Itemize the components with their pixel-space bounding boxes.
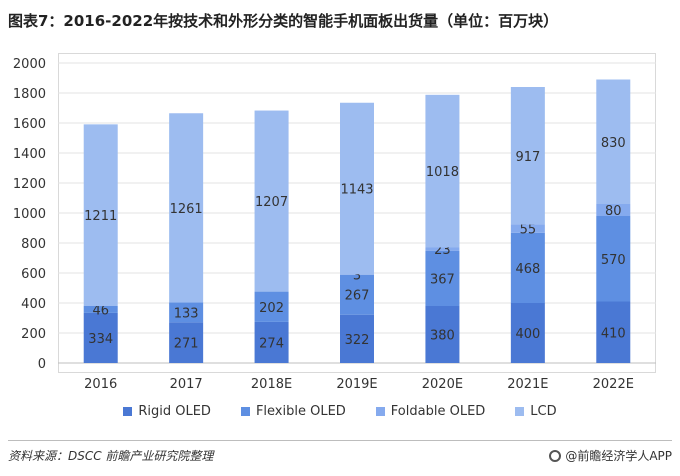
bar-segment (510, 303, 545, 363)
y-tick-label: 1400 (13, 147, 46, 162)
bar-segment (596, 301, 631, 363)
data-label: 468 (515, 262, 540, 277)
x-tick-label: 2022E (593, 377, 634, 392)
x-tick-label: 2016 (84, 377, 117, 392)
bar-segment (340, 102, 374, 275)
bar-segment (596, 204, 631, 216)
data-label: 410 (601, 326, 626, 341)
data-label: 46 (92, 303, 109, 318)
data-label: 1261 (170, 202, 203, 217)
legend: Rigid OLED Flexible OLED Foldable OLED LCD (0, 404, 680, 419)
x-tick-label: 2017 (170, 377, 203, 392)
data-label: 334 (88, 332, 113, 347)
brand-label: @前瞻经济学人APP (549, 447, 672, 464)
data-label: 202 (259, 301, 284, 316)
data-label: 267 (345, 289, 370, 304)
bar-segment (340, 274, 374, 315)
bar-segment (83, 312, 118, 363)
legend-label: LCD (530, 404, 557, 419)
data-label: 80 (605, 204, 622, 219)
legend-item: Flexible OLED (240, 404, 346, 419)
bar-segment (510, 224, 545, 233)
y-tick-label: 1000 (13, 207, 46, 222)
bar-segment (83, 306, 118, 313)
source-note: 资料来源：DSCC 前瞻产业研究院整理 (8, 449, 214, 463)
legend-swatch (375, 407, 385, 416)
data-label: 830 (601, 136, 626, 151)
data-label: 1211 (84, 209, 117, 224)
bar-segment (340, 314, 374, 363)
legend-swatch (515, 407, 525, 416)
data-label: 271 (174, 337, 199, 352)
data-label: 367 (430, 272, 455, 287)
bar-segment (254, 321, 289, 363)
bar-segment (510, 232, 545, 303)
bar-segment (83, 124, 118, 306)
data-label: 1207 (255, 195, 288, 210)
bar-segment (510, 87, 545, 225)
legend-item: LCD (515, 404, 557, 419)
y-tick-label: 0 (38, 357, 46, 372)
data-label: 322 (345, 333, 370, 348)
x-tick-label: 2021E (507, 377, 548, 392)
chart-title: 图表7：2016-2022年按技术和外形分类的智能手机面板出货量（单位：百万块） (8, 12, 559, 30)
chart-svg: 0 200 400 600 800 1000 1200 1400 1600 1800 2000 334… (13, 57, 656, 392)
bar-segment (254, 291, 289, 322)
data-label: 274 (259, 336, 284, 351)
bar-segment (596, 79, 631, 204)
brand-text: @前瞻经济学人APP (565, 449, 672, 463)
data-label: 133 (174, 306, 199, 321)
bar-segment (425, 250, 460, 306)
data-label: 3 (353, 268, 361, 283)
bar-segment (169, 302, 204, 323)
bar-segment (425, 306, 460, 363)
data-label: 400 (515, 327, 540, 342)
legend-label: Rigid OLED (138, 404, 211, 419)
bar-segment (596, 216, 631, 302)
y-tick-label: 400 (21, 297, 46, 312)
data-label: 1018 (426, 165, 459, 180)
data-label: 55 (520, 223, 537, 238)
legend-label: Foldable OLED (390, 404, 486, 419)
bar-segment (254, 110, 289, 292)
bar-segment (169, 113, 204, 303)
legend-label: Flexible OLED (255, 404, 346, 419)
data-label: 380 (430, 329, 455, 344)
data-label: 570 (601, 253, 626, 268)
legend-swatch (123, 407, 133, 416)
bar-segment (169, 322, 204, 363)
bar-segment (425, 247, 460, 251)
legend-swatch (240, 407, 250, 416)
source-divider (8, 440, 672, 441)
y-tick-label: 200 (21, 327, 46, 342)
data-label: 1143 (340, 182, 373, 197)
x-tick-label: 2019E (336, 377, 377, 392)
y-tick-label: 1600 (13, 117, 46, 132)
y-tick-label: 2000 (13, 57, 46, 72)
y-tick-label: 600 (21, 267, 46, 282)
brand-logo-icon (549, 449, 562, 462)
data-label: 917 (515, 150, 540, 165)
x-tick-label: 2020E (422, 377, 463, 392)
legend-item: Rigid OLED (123, 404, 211, 419)
y-tick-label: 1800 (13, 87, 46, 102)
legend-item: Foldable OLED (375, 404, 486, 419)
x-tick-label: 2018E (251, 377, 292, 392)
y-tick-label: 800 (21, 237, 46, 252)
bar-segment (425, 94, 460, 248)
y-tick-label: 1200 (13, 177, 46, 192)
